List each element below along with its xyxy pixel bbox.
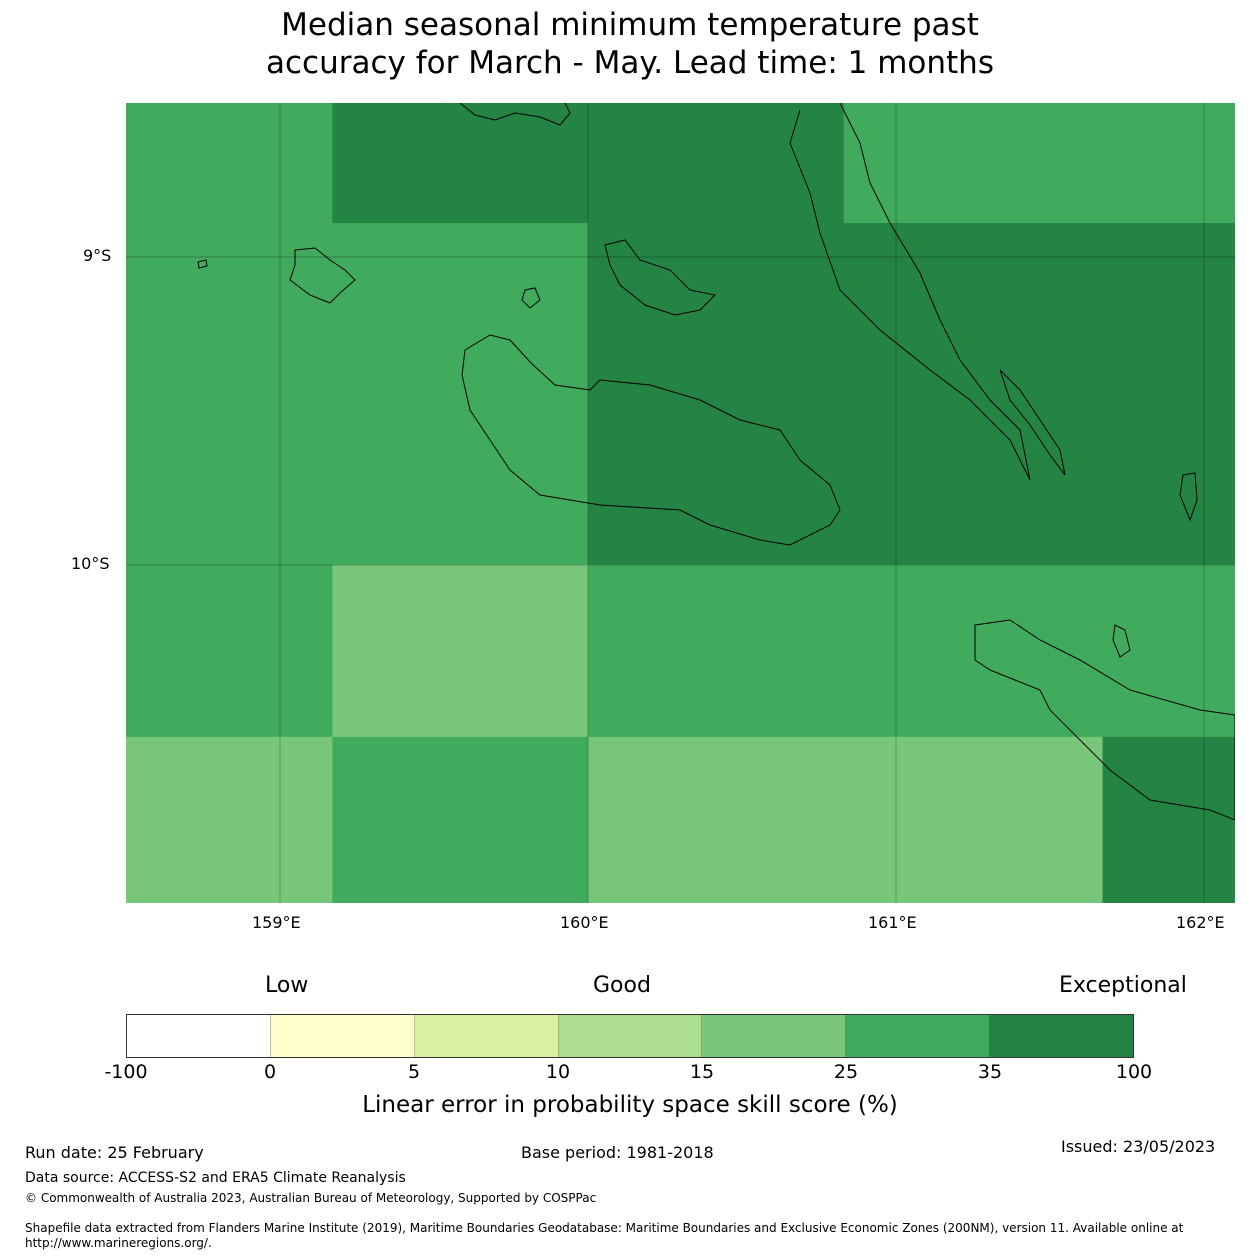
data-source: Data source: ACCESS-S2 and ERA5 Climate … xyxy=(25,1170,406,1186)
skill-cell xyxy=(126,103,333,224)
skill-cell xyxy=(843,103,1104,224)
run-date: Run date: 25 February xyxy=(25,1143,204,1162)
skill-cell xyxy=(843,564,1104,738)
colorbar-swatch xyxy=(702,1015,847,1057)
base-period: Base period: 1981-2018 xyxy=(521,1143,714,1162)
skill-cell xyxy=(588,223,845,566)
skill-cell xyxy=(332,223,589,566)
title-line-2: accuracy for March - May. Lead time: 1 m… xyxy=(266,45,994,81)
skill-cell xyxy=(1102,564,1235,738)
skill-cell xyxy=(588,103,845,224)
skill-grid xyxy=(126,103,1235,903)
colorbar-tick-label: 15 xyxy=(689,1061,715,1083)
coastline-florida-islands xyxy=(604,239,717,316)
coastline-santa-isabel xyxy=(459,103,571,126)
colorbar-swatch xyxy=(414,1015,559,1057)
skill-map xyxy=(126,103,1235,903)
colorbar-tick-label: 5 xyxy=(407,1061,421,1083)
skill-cell xyxy=(588,736,845,903)
colorbar-tick-label: 35 xyxy=(977,1061,1003,1083)
coastline-three-sisters xyxy=(1112,624,1131,658)
skill-cell xyxy=(126,564,333,738)
colorbar-tick-label: 100 xyxy=(1115,1061,1153,1083)
colorbar-tick-label: 25 xyxy=(833,1061,859,1083)
copyright: © Commonwealth of Australia 2023, Austra… xyxy=(25,1191,597,1205)
coastline-small-island-west xyxy=(197,259,208,269)
colorbar-label-exceptional: Exceptional xyxy=(1059,973,1187,998)
colorbar-swatch xyxy=(127,1015,271,1057)
colorbar-label-low: Low xyxy=(265,973,309,998)
colorbar-swatch xyxy=(846,1015,991,1057)
x-tick-162e: 162°E xyxy=(1176,913,1225,932)
x-tick-161e: 161°E xyxy=(868,913,917,932)
y-tick-10s: 10°S xyxy=(71,554,110,573)
coastline-small-malaita xyxy=(999,369,1066,476)
skill-cell xyxy=(126,223,333,566)
issued-date: Issued: 23/05/2023 xyxy=(1061,1137,1216,1156)
coastline-guadalcanal xyxy=(461,334,841,546)
skill-cell xyxy=(588,564,845,738)
skill-cell xyxy=(1102,736,1235,903)
y-tick-9s: 9°S xyxy=(83,246,112,265)
title-line-1: Median seasonal minimum temperature past xyxy=(281,7,979,43)
colorbar-tick-label: 10 xyxy=(545,1061,571,1083)
coastline-ulawa xyxy=(1179,472,1198,522)
skill-cell xyxy=(1102,103,1235,224)
skill-cell xyxy=(126,736,333,903)
x-tick-160e: 160°E xyxy=(560,913,609,932)
colorbar-tick-label: 0 xyxy=(263,1061,277,1083)
colorbar-swatch xyxy=(270,1015,415,1057)
skill-cell xyxy=(332,564,589,738)
colorbar-title: Linear error in probability space skill … xyxy=(362,1092,898,1118)
colorbar-swatch xyxy=(990,1015,1134,1057)
coastline-savo xyxy=(521,287,541,309)
coastline-makira xyxy=(974,619,1235,821)
skill-cell xyxy=(332,103,589,224)
skill-cell xyxy=(843,223,1104,566)
coastline-malaita xyxy=(789,103,1031,481)
skill-cell xyxy=(332,736,589,903)
coastlines xyxy=(197,103,1235,821)
colorbar-tick-label: -100 xyxy=(104,1061,148,1083)
colorbar-swatch xyxy=(558,1015,703,1057)
colorbar xyxy=(126,1014,1134,1058)
skill-cell xyxy=(843,736,1104,903)
skill-cell xyxy=(1102,223,1235,566)
chart-title: Median seasonal minimum temperature past… xyxy=(0,6,1260,82)
colorbar-label-good: Good xyxy=(593,973,651,998)
coastline-russell-islands xyxy=(289,247,356,304)
shapefile-credit-line-1: Shapefile data extracted from Flanders M… xyxy=(25,1221,1184,1235)
shapefile-credit-line-2: http://www.marineregions.org/. xyxy=(25,1236,212,1250)
x-tick-159e: 159°E xyxy=(252,913,301,932)
